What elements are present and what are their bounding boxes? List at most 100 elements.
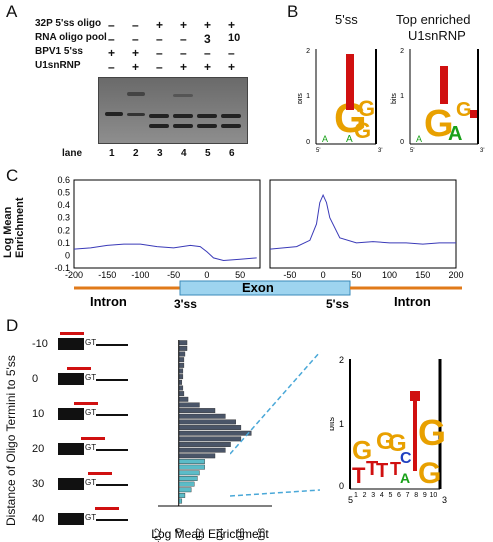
mark-r3-c1: + bbox=[132, 60, 140, 74]
d-gt-label: GT bbox=[85, 373, 97, 382]
c-ylabel-line2: Enrichment bbox=[14, 197, 26, 258]
d-gt-label: GT bbox=[85, 338, 97, 347]
d-bar-32 bbox=[178, 470, 200, 476]
mark-r0-c0: – bbox=[108, 18, 115, 32]
b-left-A: A bbox=[322, 134, 328, 144]
d-oligo-bar bbox=[81, 437, 105, 440]
b-left-ytick-2: 2 bbox=[306, 48, 310, 55]
c-xtick: -150 bbox=[98, 270, 116, 280]
d-logo-pos: 8 bbox=[414, 492, 418, 499]
lane-label: lane bbox=[62, 148, 83, 159]
mark-r3-c3: + bbox=[180, 60, 188, 74]
d-logo-G4: G bbox=[418, 412, 446, 453]
d-bar-12 bbox=[178, 413, 226, 419]
d-xtick: 0 bbox=[174, 528, 184, 533]
d-logo-pos: 5 bbox=[388, 492, 392, 499]
panel-d-bar-chart: -0.2 0 0.2 0.4 0.6 0.8 Log Mean Enrichment bbox=[151, 340, 272, 542]
d-logo-A1: A bbox=[400, 470, 410, 486]
panel-c-letter: C bbox=[6, 166, 19, 185]
d-gt-label: GT bbox=[85, 408, 97, 417]
d-intron-line bbox=[96, 449, 128, 451]
d-logo-T5-stem bbox=[413, 401, 417, 471]
c-3ss-label: 3'ss bbox=[174, 297, 197, 311]
d-row-tick: -10 bbox=[32, 338, 48, 350]
d-logo-x-end: 3 bbox=[442, 495, 447, 505]
b-right-ylabel: bits bbox=[391, 93, 398, 104]
d-connectors bbox=[230, 351, 321, 497]
mark-r3-c2: – bbox=[156, 60, 163, 74]
c-ylabel: Log Mean Enrichment bbox=[2, 197, 26, 258]
b-right-A: A bbox=[448, 123, 462, 145]
d-bar-36 bbox=[178, 481, 195, 487]
d-exon-block bbox=[58, 338, 84, 350]
b-right-ytick-2: 2 bbox=[400, 48, 404, 55]
c-right-box bbox=[269, 179, 457, 269]
logo-right-title-1: Top enriched bbox=[396, 12, 471, 27]
d-exon-block bbox=[58, 408, 84, 420]
d-logo-ylabel: bits bbox=[330, 416, 336, 431]
d-xtick: 0.6 bbox=[236, 528, 246, 541]
c-right-series-line bbox=[269, 193, 456, 250]
c-xtick: -200 bbox=[65, 270, 83, 280]
c-left-box bbox=[73, 179, 261, 269]
c-exon-label: Exon bbox=[242, 280, 274, 295]
d-bar--10 bbox=[178, 351, 186, 357]
d-gt-label: GT bbox=[85, 443, 97, 452]
d-xtick: 0.8 bbox=[257, 528, 267, 541]
mark-r2-c0: + bbox=[108, 46, 116, 60]
mark-r1-c2: – bbox=[156, 32, 163, 46]
mark-r2-c3: – bbox=[180, 46, 187, 60]
d-logo-pos: 4 bbox=[380, 492, 384, 499]
mark-r1-c5: 10 bbox=[228, 32, 241, 44]
panel-b-letter: B bbox=[287, 2, 299, 21]
d-bar-10 bbox=[178, 408, 216, 414]
mark-r0-c1: – bbox=[132, 18, 139, 32]
c-left-series-line bbox=[73, 243, 257, 262]
d-bar--14 bbox=[178, 340, 188, 346]
c-xtick: -50 bbox=[283, 270, 296, 280]
b-left-T bbox=[346, 54, 354, 110]
mark-r2-c1: + bbox=[132, 46, 140, 60]
mark-r0-c4: + bbox=[204, 18, 212, 32]
lane-number-2: 2 bbox=[133, 148, 139, 159]
d-gt-label: GT bbox=[85, 478, 97, 487]
d-logo-T5 bbox=[410, 391, 420, 401]
c-5ss-label: 5'ss bbox=[326, 297, 349, 311]
d-bar-2 bbox=[178, 385, 184, 391]
d-oligo-bar bbox=[88, 472, 112, 475]
c-ylabel-line1: Log Mean bbox=[2, 206, 14, 258]
d-bar--4 bbox=[178, 368, 184, 374]
d-logo-G5: G bbox=[418, 457, 441, 490]
d-exon-block bbox=[58, 478, 84, 490]
c-xtick: -100 bbox=[131, 270, 149, 280]
d-logo-x-start: 5 bbox=[348, 495, 353, 505]
b-right-T2 bbox=[470, 110, 477, 118]
b-right-G2: G bbox=[456, 99, 472, 121]
d-row-tick: 20 bbox=[32, 443, 45, 455]
b-left-ytick-0: 0 bbox=[306, 139, 310, 146]
c-xtick: 200 bbox=[448, 270, 463, 280]
c-ytick: 0.2 bbox=[57, 225, 70, 235]
b-right-x-start: 5' bbox=[410, 148, 414, 154]
d-gt-label: GT bbox=[85, 513, 97, 522]
mark-r0-c5: + bbox=[228, 18, 236, 32]
mark-r2-c2: – bbox=[156, 46, 163, 60]
d-bar-8 bbox=[178, 402, 200, 408]
mark-r2-c5: – bbox=[228, 46, 235, 60]
d-ylabel: Distance of Oligo Termini to 5'ss bbox=[4, 355, 18, 526]
d-bar-40 bbox=[178, 492, 186, 498]
d-intron-line bbox=[96, 379, 128, 381]
c-ytick: 0.1 bbox=[57, 238, 70, 248]
d-row-tick: 0 bbox=[32, 373, 39, 385]
d-bar-22 bbox=[178, 442, 231, 447]
b-left-G2: G bbox=[354, 118, 371, 143]
d-oligo-bar bbox=[67, 367, 91, 370]
d-bar--2 bbox=[178, 374, 184, 380]
c-xtick: 100 bbox=[382, 270, 397, 280]
d-logo-pos: 1 bbox=[354, 492, 358, 499]
b-left-G3: G bbox=[358, 96, 375, 121]
c-ytick: -0.1 bbox=[54, 263, 70, 273]
d-bar--12 bbox=[178, 345, 188, 351]
d-bar-30 bbox=[178, 464, 205, 470]
mark-r3-c0: – bbox=[108, 60, 115, 74]
